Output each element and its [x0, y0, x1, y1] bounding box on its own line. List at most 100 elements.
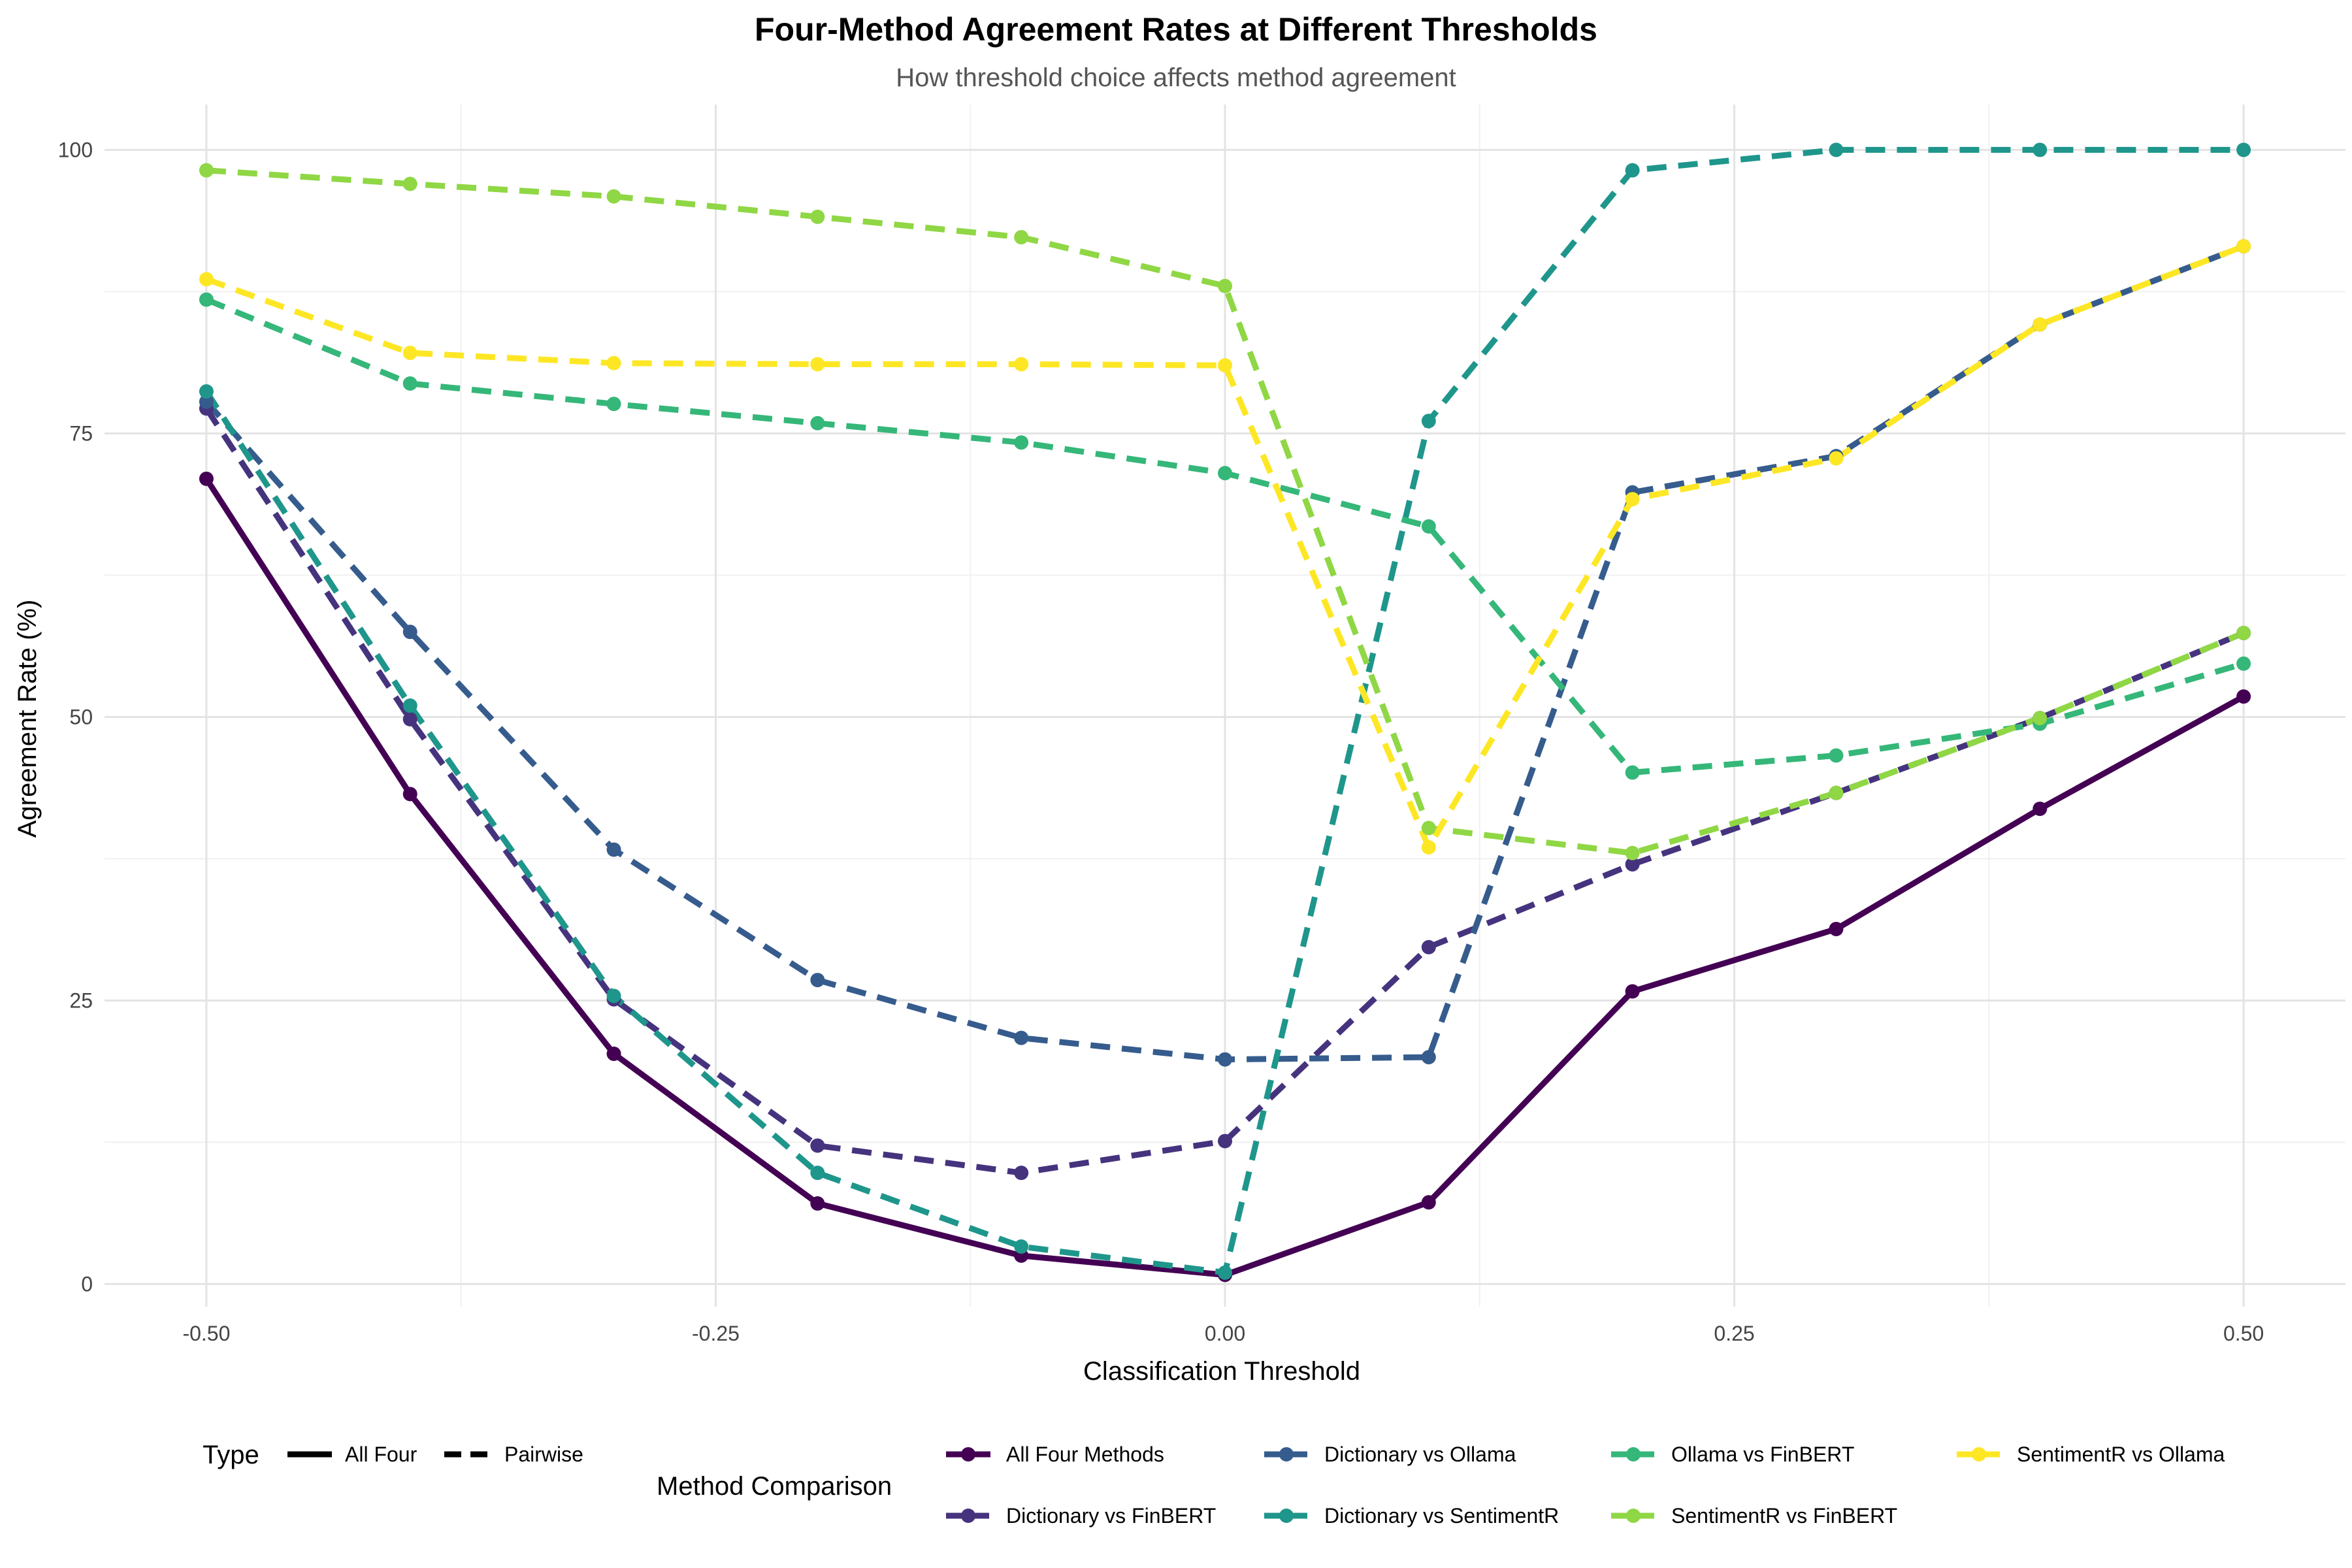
data-point-dictionary-vs-sentimentr: [402, 698, 417, 713]
data-point-dictionary-vs-ollama: [402, 625, 417, 640]
data-point-all-four-methods: [199, 471, 214, 486]
legend-key-point: [961, 1509, 975, 1523]
data-point-dictionary-vs-ollama: [606, 842, 621, 857]
data-point-ollama-vs-finbert: [402, 376, 417, 391]
data-point-ollama-vs-finbert: [1014, 435, 1029, 450]
y-tick-label: 75: [69, 421, 93, 445]
chart-subtitle: How threshold choice affects method agre…: [896, 63, 1456, 92]
legend-key-point: [1279, 1447, 1294, 1462]
data-point-all-four-methods: [2236, 689, 2251, 704]
series-points: [199, 142, 2251, 1282]
data-point-dictionary-vs-ollama: [810, 973, 825, 988]
legend: Type All Four Pairwise Method Comparison All…: [203, 1441, 2225, 1527]
data-point-dictionary-vs-ollama: [1014, 1030, 1029, 1045]
legend-key-point: [961, 1447, 975, 1462]
x-axis-title: Classification Threshold: [1083, 1357, 1360, 1386]
y-tick-label: 50: [69, 705, 93, 728]
legend-label: Dictionary vs FinBERT: [1006, 1504, 1216, 1527]
legend-label: SentimentR vs FinBERT: [1671, 1504, 1897, 1527]
data-point-sentimentr-vs-ollama: [2033, 317, 2048, 332]
data-point-dictionary-vs-sentimentr: [199, 384, 214, 399]
data-point-sentimentr-vs-ollama: [1625, 492, 1640, 507]
legend-label: All Four Methods: [1006, 1443, 1164, 1466]
legend-label: Ollama vs FinBERT: [1671, 1443, 1854, 1466]
type-legend-title: Type: [203, 1441, 259, 1469]
data-point-sentimentr-vs-finbert: [2236, 625, 2251, 640]
x-tick-label: -0.25: [692, 1322, 740, 1345]
data-point-dictionary-vs-sentimentr: [2033, 142, 2048, 157]
data-point-dictionary-vs-sentimentr: [810, 1166, 825, 1181]
data-point-sentimentr-vs-ollama: [606, 355, 621, 370]
legend-key-point: [1279, 1509, 1294, 1523]
legend-item-all-four-methods: All Four Methods: [946, 1443, 1164, 1466]
legend-item-sentimentr-vs-ollama: SentimentR vs Ollama: [1957, 1443, 2225, 1466]
data-point-sentimentr-vs-ollama: [2236, 238, 2251, 253]
data-point-ollama-vs-finbert: [199, 292, 214, 307]
data-point-sentimentr-vs-ollama: [1421, 840, 1436, 855]
y-axis-title: Agreement Rate (%): [13, 600, 42, 838]
legend-key-point: [1626, 1447, 1641, 1462]
data-point-sentimentr-vs-finbert: [1625, 845, 1640, 860]
data-point-dictionary-vs-finbert: [1421, 939, 1436, 955]
data-point-ollama-vs-finbert: [1421, 519, 1436, 534]
gridlines: [105, 105, 2345, 1307]
series-line-sentimentr-vs-ollama: [205, 243, 2245, 851]
data-point-sentimentr-vs-finbert: [1218, 278, 1232, 293]
data-point-sentimentr-vs-ollama: [1014, 357, 1029, 372]
data-point-sentimentr-vs-ollama: [402, 346, 417, 361]
data-point-sentimentr-vs-finbert: [1829, 785, 1844, 800]
data-point-dictionary-vs-sentimentr: [1014, 1239, 1029, 1254]
data-point-sentimentr-vs-ollama: [1829, 451, 1844, 466]
data-point-sentimentr-vs-finbert: [199, 163, 214, 178]
data-point-sentimentr-vs-finbert: [1421, 821, 1436, 836]
data-point-sentimentr-vs-ollama: [810, 357, 825, 372]
data-point-sentimentr-vs-finbert: [810, 209, 825, 224]
data-point-sentimentr-vs-finbert: [1014, 230, 1029, 245]
data-point-dictionary-vs-sentimentr: [1829, 142, 1844, 157]
data-point-ollama-vs-finbert: [1218, 466, 1232, 481]
type-legend-label: Pairwise: [504, 1443, 583, 1466]
data-point-all-four-methods: [1421, 1195, 1436, 1210]
data-point-dictionary-vs-ollama: [199, 394, 214, 409]
data-point-dictionary-vs-finbert: [1218, 1134, 1232, 1149]
data-point-dictionary-vs-sentimentr: [606, 988, 621, 1004]
type-legend-label: All Four: [345, 1443, 417, 1466]
y-tick-label: 0: [81, 1272, 93, 1296]
data-point-sentimentr-vs-ollama: [1218, 358, 1232, 373]
data-point-dictionary-vs-finbert: [402, 711, 417, 727]
x-tick-label: -0.50: [182, 1322, 230, 1345]
y-tick-label: 25: [69, 988, 93, 1012]
y-tick-label: 100: [58, 138, 93, 161]
x-tick-label: 0.00: [1205, 1322, 1245, 1345]
data-point-dictionary-vs-sentimentr: [1218, 1265, 1232, 1280]
legend-label: SentimentR vs Ollama: [2017, 1443, 2225, 1466]
legend-label: Dictionary vs SentimentR: [1324, 1504, 1559, 1527]
data-point-sentimentr-vs-finbert: [402, 176, 417, 191]
data-point-dictionary-vs-ollama: [1421, 1050, 1436, 1065]
data-point-all-four-methods: [1829, 921, 1844, 936]
data-point-ollama-vs-finbert: [606, 397, 621, 412]
chart-title: Four-Method Agreement Rates at Different…: [755, 11, 1597, 48]
legend-item-dictionary-vs-sentimentr: Dictionary vs SentimentR: [1264, 1504, 1559, 1527]
data-point-all-four-methods: [1625, 984, 1640, 999]
data-point-dictionary-vs-finbert: [1625, 857, 1640, 872]
data-point-all-four-methods: [402, 787, 417, 802]
data-point-all-four-methods: [810, 1196, 825, 1211]
data-point-dictionary-vs-sentimentr: [1421, 414, 1436, 429]
data-point-ollama-vs-finbert: [1829, 748, 1844, 763]
x-tick-label: 0.50: [2223, 1322, 2264, 1345]
data-point-ollama-vs-finbert: [810, 416, 825, 431]
data-point-sentimentr-vs-finbert: [2033, 711, 2048, 726]
data-point-ollama-vs-finbert: [2236, 656, 2251, 671]
data-point-sentimentr-vs-finbert: [606, 189, 621, 204]
legend-label: Dictionary vs Ollama: [1324, 1443, 1516, 1466]
legend-key-point: [1626, 1509, 1641, 1523]
data-point-dictionary-vs-finbert: [810, 1138, 825, 1153]
tick-labels: -0.50 -0.25 0.00 0.25 0.50 0 25 50 75 100: [58, 138, 2264, 1345]
legend-item-dictionary-vs-finbert: Dictionary vs FinBERT: [946, 1504, 1216, 1527]
legend-item-sentimentr-vs-finbert: SentimentR vs FinBERT: [1611, 1504, 1897, 1527]
data-point-dictionary-vs-sentimentr: [1625, 163, 1640, 178]
x-tick-label: 0.25: [1714, 1322, 1754, 1345]
data-point-dictionary-vs-sentimentr: [2236, 142, 2251, 157]
